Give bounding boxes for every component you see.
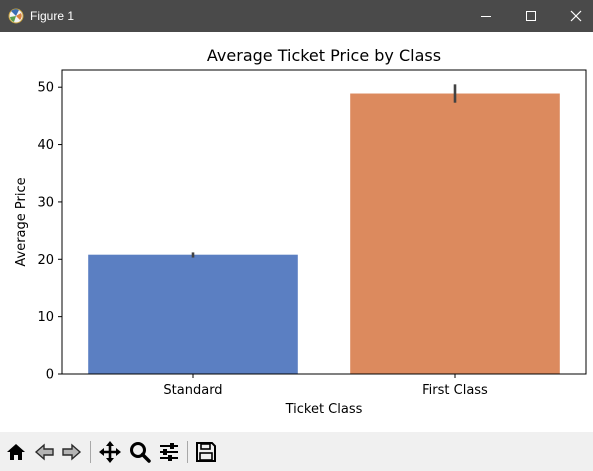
figure-canvas[interactable]: 0 10 20 30 40 50 Standard First Class Average … — [0, 32, 593, 432]
forward-button[interactable] — [59, 440, 83, 464]
navigation-toolbar — [0, 432, 593, 471]
y-tick-label: 30 — [37, 195, 54, 210]
maximize-button[interactable] — [508, 0, 554, 32]
bar-chart: 0 10 20 30 40 50 Standard First Class Average … — [14, 46, 587, 417]
toolbar-separator — [90, 441, 91, 463]
zoom-button[interactable] — [128, 440, 152, 464]
x-tick-label: First Class — [422, 383, 488, 398]
app-icon — [8, 8, 24, 24]
y-tick-label: 40 — [37, 138, 54, 153]
forward-arrow-icon — [62, 443, 82, 461]
axes-frame — [61, 69, 587, 375]
back-arrow-icon — [34, 443, 54, 461]
plot-marks — [88, 84, 560, 375]
window-title: Figure 1 — [30, 9, 75, 23]
close-icon — [570, 10, 582, 22]
y-tick-label: 50 — [37, 81, 54, 96]
configure-subplots-button[interactable] — [157, 440, 181, 464]
bar-0 — [88, 254, 298, 374]
y-axis: 0 10 20 30 40 50 — [37, 81, 62, 383]
toolbar-separator — [187, 441, 188, 463]
pan-button[interactable] — [98, 440, 122, 464]
window-titlebar[interactable]: Figure 1 — [0, 0, 593, 32]
y-tick-label: 10 — [37, 310, 54, 325]
minimize-button[interactable] — [463, 0, 509, 32]
chart-title: Average Ticket Price by Class — [207, 46, 441, 65]
back-button[interactable] — [33, 440, 57, 464]
bar-1 — [350, 93, 560, 375]
zoom-icon — [130, 442, 151, 463]
x-axis: Standard First Class — [163, 374, 488, 398]
save-button[interactable] — [194, 440, 218, 464]
x-axis-label: Ticket Class — [285, 402, 363, 417]
minimize-icon — [481, 16, 491, 17]
x-tick-label: Standard — [163, 383, 222, 398]
configure-subplots-icon — [160, 443, 178, 461]
close-button[interactable] — [553, 0, 593, 32]
home-icon — [7, 444, 25, 460]
home-button[interactable] — [4, 440, 28, 464]
y-tick-label: 20 — [37, 253, 54, 268]
maximize-icon — [526, 11, 536, 21]
y-axis-label: Average Price — [14, 177, 29, 266]
y-tick-label: 0 — [46, 368, 54, 383]
pan-icon — [99, 441, 121, 463]
save-icon — [196, 442, 216, 462]
